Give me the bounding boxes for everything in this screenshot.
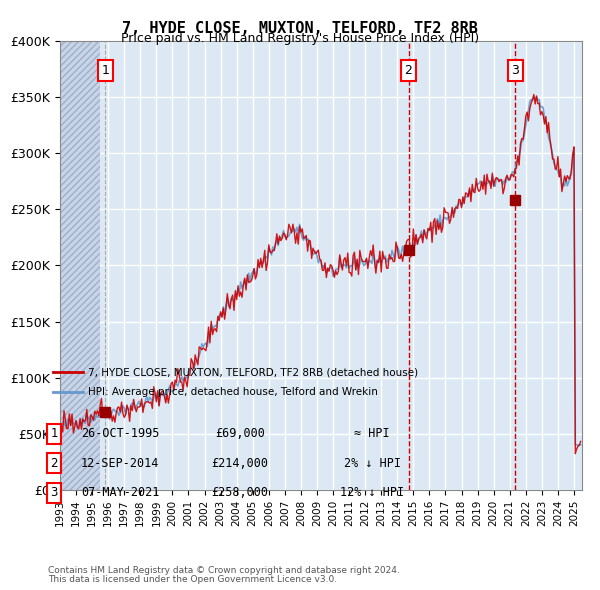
Text: 3: 3 xyxy=(511,64,519,77)
Text: Contains HM Land Registry data © Crown copyright and database right 2024.: Contains HM Land Registry data © Crown c… xyxy=(48,566,400,575)
Text: 26-OCT-1995: 26-OCT-1995 xyxy=(81,427,159,440)
Text: HPI: Average price, detached house, Telford and Wrekin: HPI: Average price, detached house, Telf… xyxy=(88,387,378,396)
Text: 12% ↓ HPI: 12% ↓ HPI xyxy=(340,486,404,499)
Text: 2% ↓ HPI: 2% ↓ HPI xyxy=(343,457,401,470)
Text: 12-SEP-2014: 12-SEP-2014 xyxy=(81,457,159,470)
Text: 3: 3 xyxy=(50,486,58,499)
Text: 07-MAY-2021: 07-MAY-2021 xyxy=(81,486,159,499)
Text: 2: 2 xyxy=(404,64,412,77)
Text: £69,000: £69,000 xyxy=(215,427,265,440)
Text: ≈ HPI: ≈ HPI xyxy=(354,427,390,440)
Text: £258,000: £258,000 xyxy=(212,486,269,499)
Text: 7, HYDE CLOSE, MUXTON, TELFORD, TF2 8RB: 7, HYDE CLOSE, MUXTON, TELFORD, TF2 8RB xyxy=(122,21,478,35)
Text: 1: 1 xyxy=(101,64,109,77)
Text: £214,000: £214,000 xyxy=(212,457,269,470)
Text: 2: 2 xyxy=(50,457,58,470)
Text: 1: 1 xyxy=(50,427,58,440)
Text: Price paid vs. HM Land Registry's House Price Index (HPI): Price paid vs. HM Land Registry's House … xyxy=(121,32,479,45)
Text: 7, HYDE CLOSE, MUXTON, TELFORD, TF2 8RB (detached house): 7, HYDE CLOSE, MUXTON, TELFORD, TF2 8RB … xyxy=(88,368,418,377)
Bar xyxy=(60,41,100,490)
Text: This data is licensed under the Open Government Licence v3.0.: This data is licensed under the Open Gov… xyxy=(48,575,337,584)
